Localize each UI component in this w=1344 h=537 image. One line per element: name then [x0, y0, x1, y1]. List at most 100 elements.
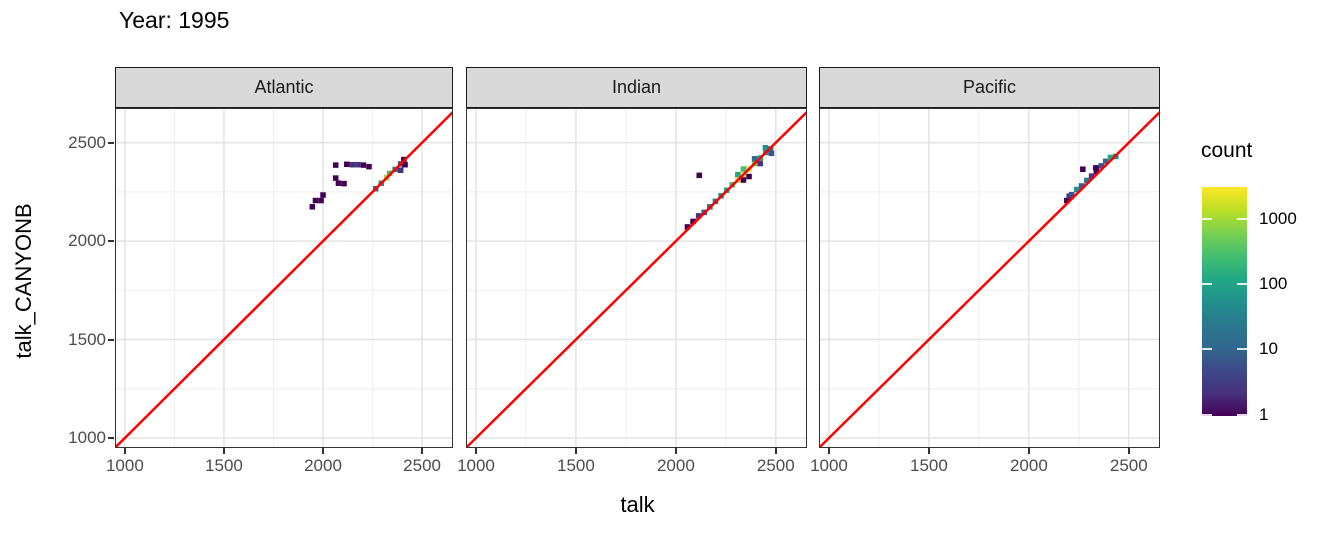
bin2d-cell: [684, 224, 691, 230]
bin2d-cell: [1093, 165, 1099, 171]
bin2d-cell: [740, 177, 747, 183]
y-axis-tick-mark: [108, 338, 114, 341]
bin2d-cell: [332, 162, 339, 168]
plot-title: Year: 1995: [119, 7, 230, 33]
bin2d-cell: [312, 197, 319, 204]
legend-colorbar-tick: [1202, 413, 1212, 416]
x-axis-tick-mark: [322, 448, 325, 454]
y-axis-tick-mark: [108, 436, 114, 439]
bin2d-cell: [1074, 186, 1080, 193]
legend-colorbar-tick: [1202, 218, 1212, 221]
identity-reference-line: [116, 111, 452, 447]
bin2d-cell: [335, 180, 342, 186]
x-axis-tick-mark: [774, 448, 777, 454]
bin2d-cell: [344, 161, 350, 168]
identity-reference-line: [467, 111, 806, 447]
x-axis-tick-label: 2500: [756, 456, 795, 475]
x-axis-tick-label: 2000: [1009, 456, 1048, 475]
x-axis-tick-mark: [827, 448, 830, 454]
x-axis-tick-label: 2000: [656, 456, 695, 475]
x-axis-tick-mark: [574, 448, 577, 454]
x-axis-tick-mark: [421, 448, 424, 454]
legend-colorbar-tick: [1202, 348, 1212, 351]
bin2d-cell: [1084, 177, 1090, 184]
bin2d-cell: [309, 204, 316, 210]
legend-colorbar-tick: [1202, 283, 1212, 286]
bin2d-cell: [696, 172, 703, 179]
bin2d-cell: [690, 218, 696, 225]
y-axis-tick-label: 2000: [68, 231, 106, 251]
bin2d-cell: [746, 173, 752, 180]
bin2d-cell: [695, 213, 702, 219]
facet-strip-atlantic: Atlantic: [115, 67, 453, 108]
legend-colorbar-tick: [1237, 283, 1247, 286]
bin2d-cell: [1103, 158, 1109, 165]
panel-indian: [466, 108, 807, 448]
y-axis-tick-label: 1500: [68, 329, 106, 349]
bin2d-cell: [320, 192, 326, 198]
panel-plot-pacific: [820, 109, 1159, 447]
x-axis-tick-mark: [222, 448, 225, 454]
facet-strip-pacific: Pacific: [819, 67, 1160, 108]
panel-atlantic: [115, 108, 453, 448]
bin2d-cell: [402, 161, 408, 168]
y-axis-tick-mark: [108, 141, 114, 144]
legend-title: count: [1201, 139, 1253, 162]
x-axis-tick-label: 1000: [105, 456, 144, 475]
y-axis-tick-label: 1000: [68, 427, 106, 447]
x-axis-tick-mark: [927, 448, 930, 454]
legend-tick-label: 1: [1259, 404, 1269, 424]
bin2d-cell: [751, 156, 758, 162]
bin2d-cell: [397, 167, 404, 173]
bin2d-cell: [349, 161, 356, 168]
bin2d-cell: [1107, 154, 1114, 161]
legend-colorbar-tick: [1237, 348, 1247, 351]
bin2d-cell: [360, 162, 367, 168]
legend-colorbar-tick: [1237, 218, 1247, 221]
bin2d-cell: [366, 163, 372, 170]
bin2d-cell: [768, 150, 775, 157]
x-axis-tick-mark: [474, 448, 477, 454]
identity-reference-line: [820, 111, 1159, 447]
bin2d-cell: [757, 160, 764, 167]
panel-plot-indian: [467, 109, 806, 447]
bin2d-cell: [1093, 168, 1100, 174]
x-axis-tick-label: 2500: [1109, 456, 1148, 475]
panel-pacific: [819, 108, 1160, 448]
bin2d-cell: [762, 145, 769, 151]
x-axis-tick-mark: [1127, 448, 1130, 454]
x-axis-tick-label: 1000: [810, 456, 848, 475]
y-axis-tick-label: 2500: [68, 132, 106, 152]
bin2d-cell: [1064, 197, 1070, 204]
x-axis-tick-label: 1000: [457, 456, 495, 475]
x-axis-tick-label: 2000: [304, 456, 342, 475]
bin2d-cell: [341, 180, 347, 187]
panel-plot-atlantic: [116, 109, 452, 447]
x-axis-tick-label: 1500: [557, 456, 595, 475]
bin2d-cell: [355, 161, 361, 168]
legend-tick-label: 1000: [1259, 209, 1297, 229]
facet-strip-indian: Indian: [466, 67, 807, 108]
legend-colorbar-tick: [1237, 413, 1247, 416]
bin2d-cell: [1088, 173, 1095, 179]
x-axis-tick-label: 2500: [403, 456, 441, 475]
legend-colorbar: [1202, 187, 1247, 416]
x-axis-title: talk: [620, 492, 655, 517]
y-axis-tick-mark: [108, 240, 114, 243]
bin2d-cell: [1068, 191, 1075, 198]
legend-tick-label: 100: [1259, 274, 1288, 294]
bin2d-cell: [740, 166, 747, 172]
bin2d-cell: [318, 197, 324, 204]
x-axis-tick-label: 1500: [910, 456, 948, 475]
x-axis-tick-mark: [674, 448, 677, 454]
bin2d-cell: [1078, 183, 1085, 189]
bin2d-cell: [1080, 166, 1086, 172]
x-axis-tick-mark: [1027, 448, 1030, 454]
bin2d-cell: [735, 171, 741, 178]
bin2d-cell: [1098, 163, 1105, 169]
legend-tick-label: 10: [1259, 339, 1278, 359]
y-axis-title: talk_CANYONB: [11, 203, 36, 359]
x-axis-tick-label: 1500: [205, 456, 243, 475]
bin2d-cell: [332, 175, 339, 181]
